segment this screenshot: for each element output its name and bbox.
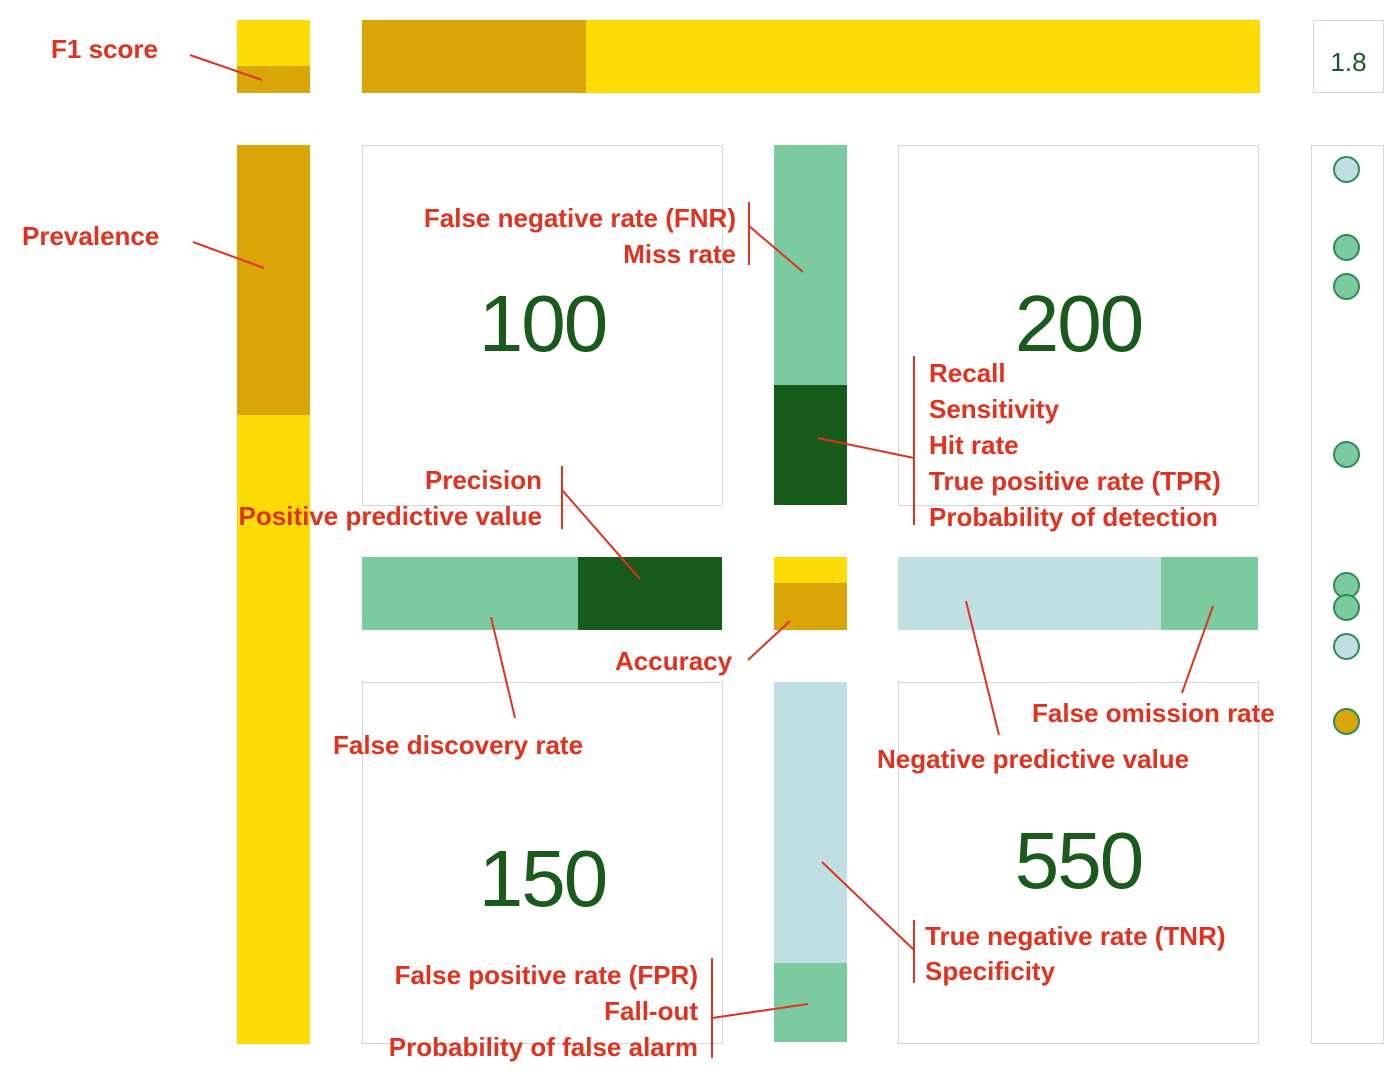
prevalence-bar-fill: [237, 145, 310, 415]
true-positive-box: 100: [362, 145, 723, 506]
f1-score-label: F1 score: [51, 34, 158, 64]
false-positive-box: 150: [362, 682, 723, 1044]
score-circle: [1333, 594, 1360, 621]
specificity-bar-fpr: [774, 963, 847, 1042]
precision-bar: [362, 557, 722, 630]
false-omission-rate-label: False omission rate: [1032, 698, 1275, 728]
f1-score-bar: [237, 20, 310, 93]
recall-label: Recall: [929, 358, 1006, 388]
tpr-label: True positive rate (TPR): [929, 466, 1221, 496]
score-circle: [1333, 633, 1360, 660]
ppv-label: Positive predictive value: [238, 501, 542, 531]
fpr-label: False positive rate (FPR): [394, 960, 698, 990]
score-circle: [1333, 441, 1360, 468]
score-circle: [1333, 273, 1360, 300]
hit-rate-label: Hit rate: [929, 430, 1019, 460]
probability-of-false-alarm-label: Probability of false alarm: [388, 1032, 698, 1062]
true-negative-count: 550: [1014, 816, 1144, 905]
f1-score-bar-yellow: [237, 20, 310, 66]
true-negative-box: 550: [898, 682, 1259, 1044]
false-negative-count: 200: [1014, 279, 1144, 368]
false-negative-box: 200: [898, 145, 1259, 506]
npv-bar-npv: [898, 557, 1161, 630]
precision-bar-ppv: [578, 557, 722, 630]
specificity-bar-tnr: [774, 682, 847, 963]
precision-label: Precision: [424, 465, 542, 495]
false-discovery-rate-label: False discovery rate: [333, 730, 584, 760]
true-positive-count: 100: [478, 279, 608, 368]
prevalence-label: Prevalence: [22, 221, 160, 251]
precision-bar-fdr: [362, 557, 578, 630]
negative-predictive-value-label: Negative predictive value: [877, 744, 1190, 774]
accuracy-bar: [774, 557, 847, 630]
f1-wide-bar-rest: [586, 20, 1260, 93]
probability-of-detection-label: Probability of detection: [929, 502, 1218, 532]
recall-bar-miss: [774, 145, 847, 385]
f1-wide-bar-fill: [362, 20, 586, 93]
miss-rate-label: Miss rate: [623, 239, 736, 269]
f1-wide-bar: [362, 20, 1260, 93]
prevalence-bar-rest: [237, 415, 310, 1044]
fnr-label: False negative rate (FNR): [423, 203, 736, 233]
score-circle: [1333, 708, 1360, 735]
recall-bar-hit: [774, 385, 847, 505]
recall-bar: [774, 145, 847, 505]
accuracy-bar-rest: [774, 557, 847, 583]
specificity-label: Specificity: [925, 956, 1056, 986]
npv-bar: [898, 557, 1258, 630]
fall-out-label: Fall-out: [604, 996, 698, 1026]
false-positive-count: 150: [478, 834, 608, 923]
score-value: 1.8: [1330, 47, 1367, 77]
accuracy-bar-fill: [774, 583, 847, 630]
tnr-label: True negative rate (TNR): [925, 921, 1226, 951]
sensitivity-label: Sensitivity: [929, 394, 1060, 424]
score-box: 1.8: [1313, 20, 1384, 93]
prevalence-bar: [237, 145, 310, 1044]
f1-score-bar-fill: [237, 66, 310, 93]
score-circle: [1333, 156, 1360, 183]
specificity-bar: [774, 682, 847, 1042]
npv-bar-for: [1161, 557, 1258, 630]
score-circle: [1333, 234, 1360, 261]
accuracy-label: Accuracy: [615, 646, 733, 676]
